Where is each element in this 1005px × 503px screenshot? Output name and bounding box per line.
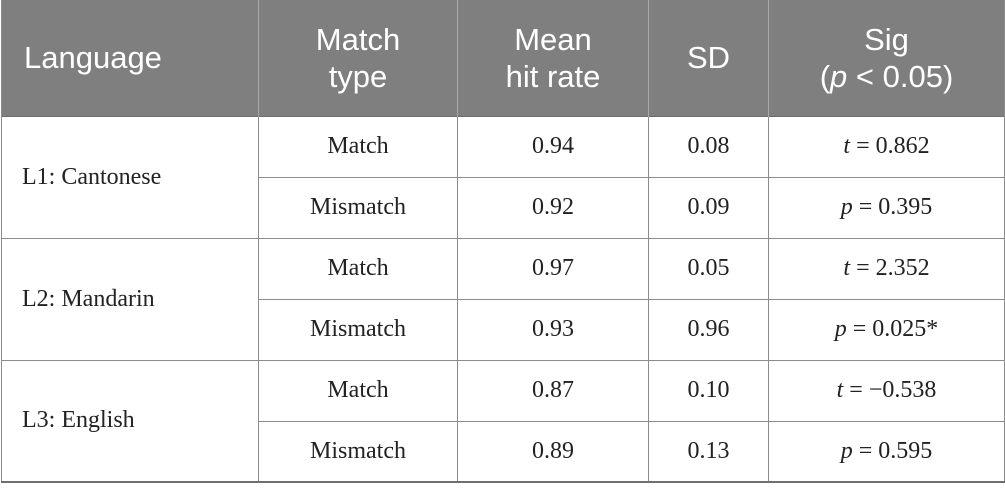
match-type-cell: Mismatch	[258, 420, 458, 483]
language-cell: L2: Mandarin	[1, 237, 259, 361]
stat-symbol: p	[840, 194, 853, 220]
table-row: L2: Mandarin Match 0.97 0.05 t = 2.352	[1, 237, 1005, 361]
match-type-cell: Match	[258, 359, 458, 422]
sig-cell: p = 0.395	[768, 176, 1005, 239]
header-mean-line1: Mean	[514, 21, 592, 57]
table-row: L3: English Match 0.87 0.10 t = −0.538	[1, 359, 1005, 483]
header-sig-line1: Sig	[864, 21, 909, 57]
header-mean-line2: hit rate	[505, 58, 601, 94]
mean-cell: 0.97	[457, 237, 649, 300]
header-mean-hit-rate: Mean hit rate	[457, 0, 649, 116]
table-row: Mismatch 0.89 0.13 p = 0.595	[2, 420, 1005, 483]
stat-symbol: t	[843, 133, 851, 159]
sig-cell: t = 0.862	[768, 115, 1005, 178]
header-sig: Sig (p < 0.05)	[768, 0, 1005, 116]
stat-symbol: p	[834, 316, 847, 342]
sd-cell: 0.96	[648, 298, 769, 361]
header-language: Language	[1, 0, 259, 116]
sig-cell: t = −0.538	[768, 359, 1005, 422]
stat-value: = 2.352	[850, 255, 930, 281]
match-type-cell: Mismatch	[258, 298, 458, 361]
results-table: Language Match type Mean hit rate SD Sig (p…	[1, 0, 1005, 483]
table-row: Mismatch 0.92 0.09 p = 0.395	[2, 176, 1005, 239]
match-type-cell: Match	[258, 115, 458, 178]
header-sig-paren: (	[819, 58, 831, 94]
sig-cell: p = 0.025*	[768, 298, 1005, 361]
sd-cell: 0.10	[648, 359, 769, 422]
match-type-cell: Match	[258, 237, 458, 300]
stat-value: = −0.538	[843, 377, 937, 403]
stat-symbol: t	[843, 255, 851, 281]
table-body: L1: Cantonese Match 0.94 0.08 t = 0.862 …	[1, 115, 1005, 483]
table-row: L1: Cantonese Match 0.94 0.08 t = 0.862	[1, 115, 1005, 239]
sd-cell: 0.13	[648, 420, 769, 483]
sig-cell: t = 2.352	[768, 237, 1005, 300]
stat-value: = 0.395	[852, 194, 933, 220]
header-sd-label: SD	[686, 40, 731, 76]
header-match-type: Match type	[258, 0, 458, 116]
mean-cell: 0.87	[457, 359, 649, 422]
sd-cell: 0.05	[648, 237, 769, 300]
language-cell: L3: English	[1, 359, 259, 483]
language-cell: L1: Cantonese	[1, 115, 259, 239]
stat-value: = 0.862	[850, 133, 930, 159]
match-type-cell: Mismatch	[258, 176, 458, 239]
stat-value: = 0.595	[852, 437, 933, 464]
header-sig-threshold: < 0.05)	[847, 58, 954, 94]
header-sig-p: p	[830, 58, 848, 94]
header-sd: SD	[648, 0, 769, 116]
mean-cell: 0.92	[457, 176, 649, 239]
stat-value: = 0.025*	[846, 316, 939, 342]
mean-cell: 0.93	[457, 298, 649, 361]
sig-cell: p = 0.595	[768, 420, 1005, 483]
table-header: Language Match type Mean hit rate SD Sig (p…	[1, 0, 1005, 116]
header-match-type-line1: Match	[315, 21, 401, 57]
header-match-type-line2: type	[328, 58, 388, 94]
stat-symbol: t	[836, 377, 844, 403]
sd-cell: 0.08	[648, 115, 769, 178]
header-language-label: Language	[24, 40, 162, 76]
mean-cell: 0.89	[457, 420, 649, 483]
mean-cell: 0.94	[457, 115, 649, 178]
header-row: Language Match type Mean hit rate SD Sig (p…	[1, 0, 1005, 116]
sd-cell: 0.09	[648, 176, 769, 239]
table-row: Mismatch 0.93 0.96 p = 0.025*	[2, 298, 1005, 361]
stat-symbol: p	[840, 437, 853, 464]
